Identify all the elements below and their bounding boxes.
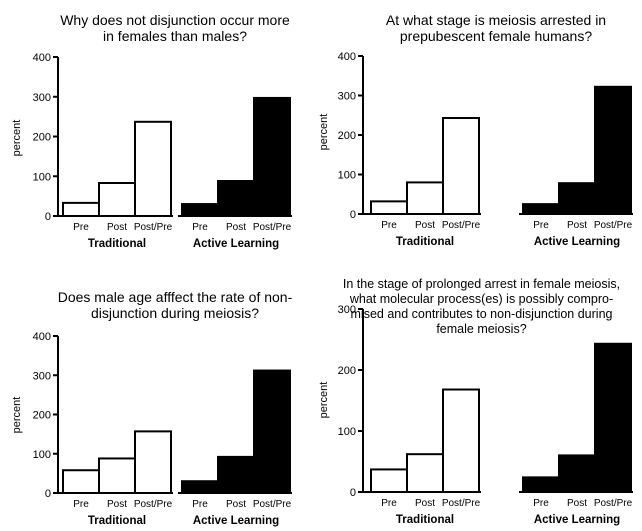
x-tick-label: Post xyxy=(567,498,587,509)
bar xyxy=(62,201,100,218)
x-tick-label: Pre xyxy=(381,220,397,231)
chart-title: Why does not disjunction occur more in f… xyxy=(60,12,290,44)
chart-title-line: In the stage of prolonged arrest in fema… xyxy=(342,277,621,291)
bar xyxy=(442,388,480,493)
x-tick-label: Post/Pre xyxy=(442,220,481,231)
x-tick-label: Post xyxy=(415,220,435,231)
x-tick-label: Pre xyxy=(192,499,208,510)
y-tick-label: 300 xyxy=(338,91,356,103)
y-tick-label: 0 xyxy=(45,488,51,500)
x-tick-label: Pre xyxy=(192,222,208,233)
x-tick-label: Post xyxy=(415,498,435,509)
x-tick-label: Pre xyxy=(73,499,89,510)
y-tick-label: 300 xyxy=(33,370,51,382)
y-tick-label: 100 xyxy=(338,170,356,182)
x-tick-label: Post xyxy=(107,499,127,510)
y-tick-label: 0 xyxy=(350,487,356,499)
group-label: Active Learning xyxy=(193,238,279,250)
chart-title: Does male age afffect the rate of non-di… xyxy=(57,289,293,321)
chart-svg: 0 100 200 300 400 percent Pre Post Post/Pre Tradi… xyxy=(318,51,633,248)
bar xyxy=(594,85,632,215)
group-label: Traditional xyxy=(88,515,146,527)
y-tick-label: 400 xyxy=(338,51,356,63)
y-tick-label: 100 xyxy=(338,426,356,438)
chart-panel-4: In the stage of prolonged arrest in fema… xyxy=(318,265,642,531)
x-tick-label: Post/Pre xyxy=(253,222,292,233)
group-label: Active Learning xyxy=(534,236,620,248)
chart-svg: 0 100 200 300 percent Pre Post Post/Pre Traditio… xyxy=(318,304,633,526)
x-tick-label: Pre xyxy=(533,220,549,231)
y-tick-label: 200 xyxy=(33,132,51,144)
y-axis-label: percent xyxy=(318,114,330,151)
bar xyxy=(217,180,255,218)
y-tick-label: 0 xyxy=(350,209,356,221)
bar xyxy=(406,453,444,493)
x-tick-label: Post/Pre xyxy=(134,222,173,233)
group-label: Traditional xyxy=(396,236,454,248)
x-tick-label: Pre xyxy=(533,498,549,509)
x-tick-label: Post xyxy=(226,222,246,233)
group-label: Active Learning xyxy=(193,515,279,527)
y-tick-label: 400 xyxy=(33,331,51,343)
chart-title-line: female meiosis? xyxy=(436,322,527,336)
x-tick-label: Post xyxy=(226,499,246,510)
group-label: Traditional xyxy=(396,514,454,526)
y-tick-label: 300 xyxy=(338,304,356,316)
bar xyxy=(134,120,172,217)
y-tick-label: 100 xyxy=(33,449,51,461)
x-tick-label: Post/Pre xyxy=(594,220,633,231)
bar xyxy=(370,200,408,216)
x-tick-label: Post xyxy=(567,220,587,231)
chart-svg: 0 100 200 300 400 percent Pre Post Post/Pre Tradi… xyxy=(11,52,292,250)
chart-panel-2: At what stage is meiosis arrested in pre… xyxy=(318,0,642,265)
y-tick-label: 300 xyxy=(33,92,51,104)
bar xyxy=(253,369,291,494)
bar xyxy=(253,96,291,217)
bar xyxy=(134,430,172,495)
y-tick-label: 200 xyxy=(338,365,356,377)
y-tick-label: 200 xyxy=(33,410,51,422)
bar xyxy=(558,182,596,216)
y-axis-label: percent xyxy=(318,382,330,419)
x-tick-label: Pre xyxy=(73,222,89,233)
bar xyxy=(217,455,255,494)
x-tick-label: Post/Pre xyxy=(253,499,292,510)
bar xyxy=(406,181,444,215)
y-tick-label: 100 xyxy=(33,171,51,183)
x-tick-label: Post xyxy=(107,222,127,233)
y-tick-label: 0 xyxy=(45,211,51,223)
bar xyxy=(442,117,480,215)
y-axis-label: percent xyxy=(11,120,23,157)
bar xyxy=(594,342,632,493)
x-tick-label: Post/Pre xyxy=(134,499,173,510)
group-label: Traditional xyxy=(88,238,146,250)
x-tick-label: Post/Pre xyxy=(594,498,633,509)
chart-title-line: what molecular process(es) is possibly c… xyxy=(349,292,614,306)
y-tick-label: 200 xyxy=(338,130,356,142)
group-label: Active Learning xyxy=(534,514,620,526)
chart-title: In the stage of prolonged arrest in fema… xyxy=(321,277,642,337)
bar xyxy=(181,480,219,495)
bar xyxy=(98,182,136,218)
x-tick-label: Pre xyxy=(381,498,397,509)
bar xyxy=(62,469,100,494)
bar xyxy=(98,457,136,495)
chart-panel-3: Does male age afffect the rate of non-di… xyxy=(0,265,321,531)
bar xyxy=(558,454,596,493)
chart-panel-1: Why does not disjunction occur more in f… xyxy=(0,0,321,265)
bar xyxy=(181,203,219,217)
bar xyxy=(522,203,560,215)
chart-svg: 0 100 200 300 400 percent Pre Post Post/Pre Tradi… xyxy=(11,331,292,527)
bar xyxy=(522,476,560,494)
y-tick-label: 400 xyxy=(33,52,51,64)
chart-title: At what stage is meiosis arrested in pre… xyxy=(385,12,607,44)
y-axis-label: percent xyxy=(11,397,23,434)
chart-title-line: mised and contributes to non-disjunction… xyxy=(350,307,613,321)
x-tick-label: Post/Pre xyxy=(442,498,481,509)
bar xyxy=(370,468,408,493)
